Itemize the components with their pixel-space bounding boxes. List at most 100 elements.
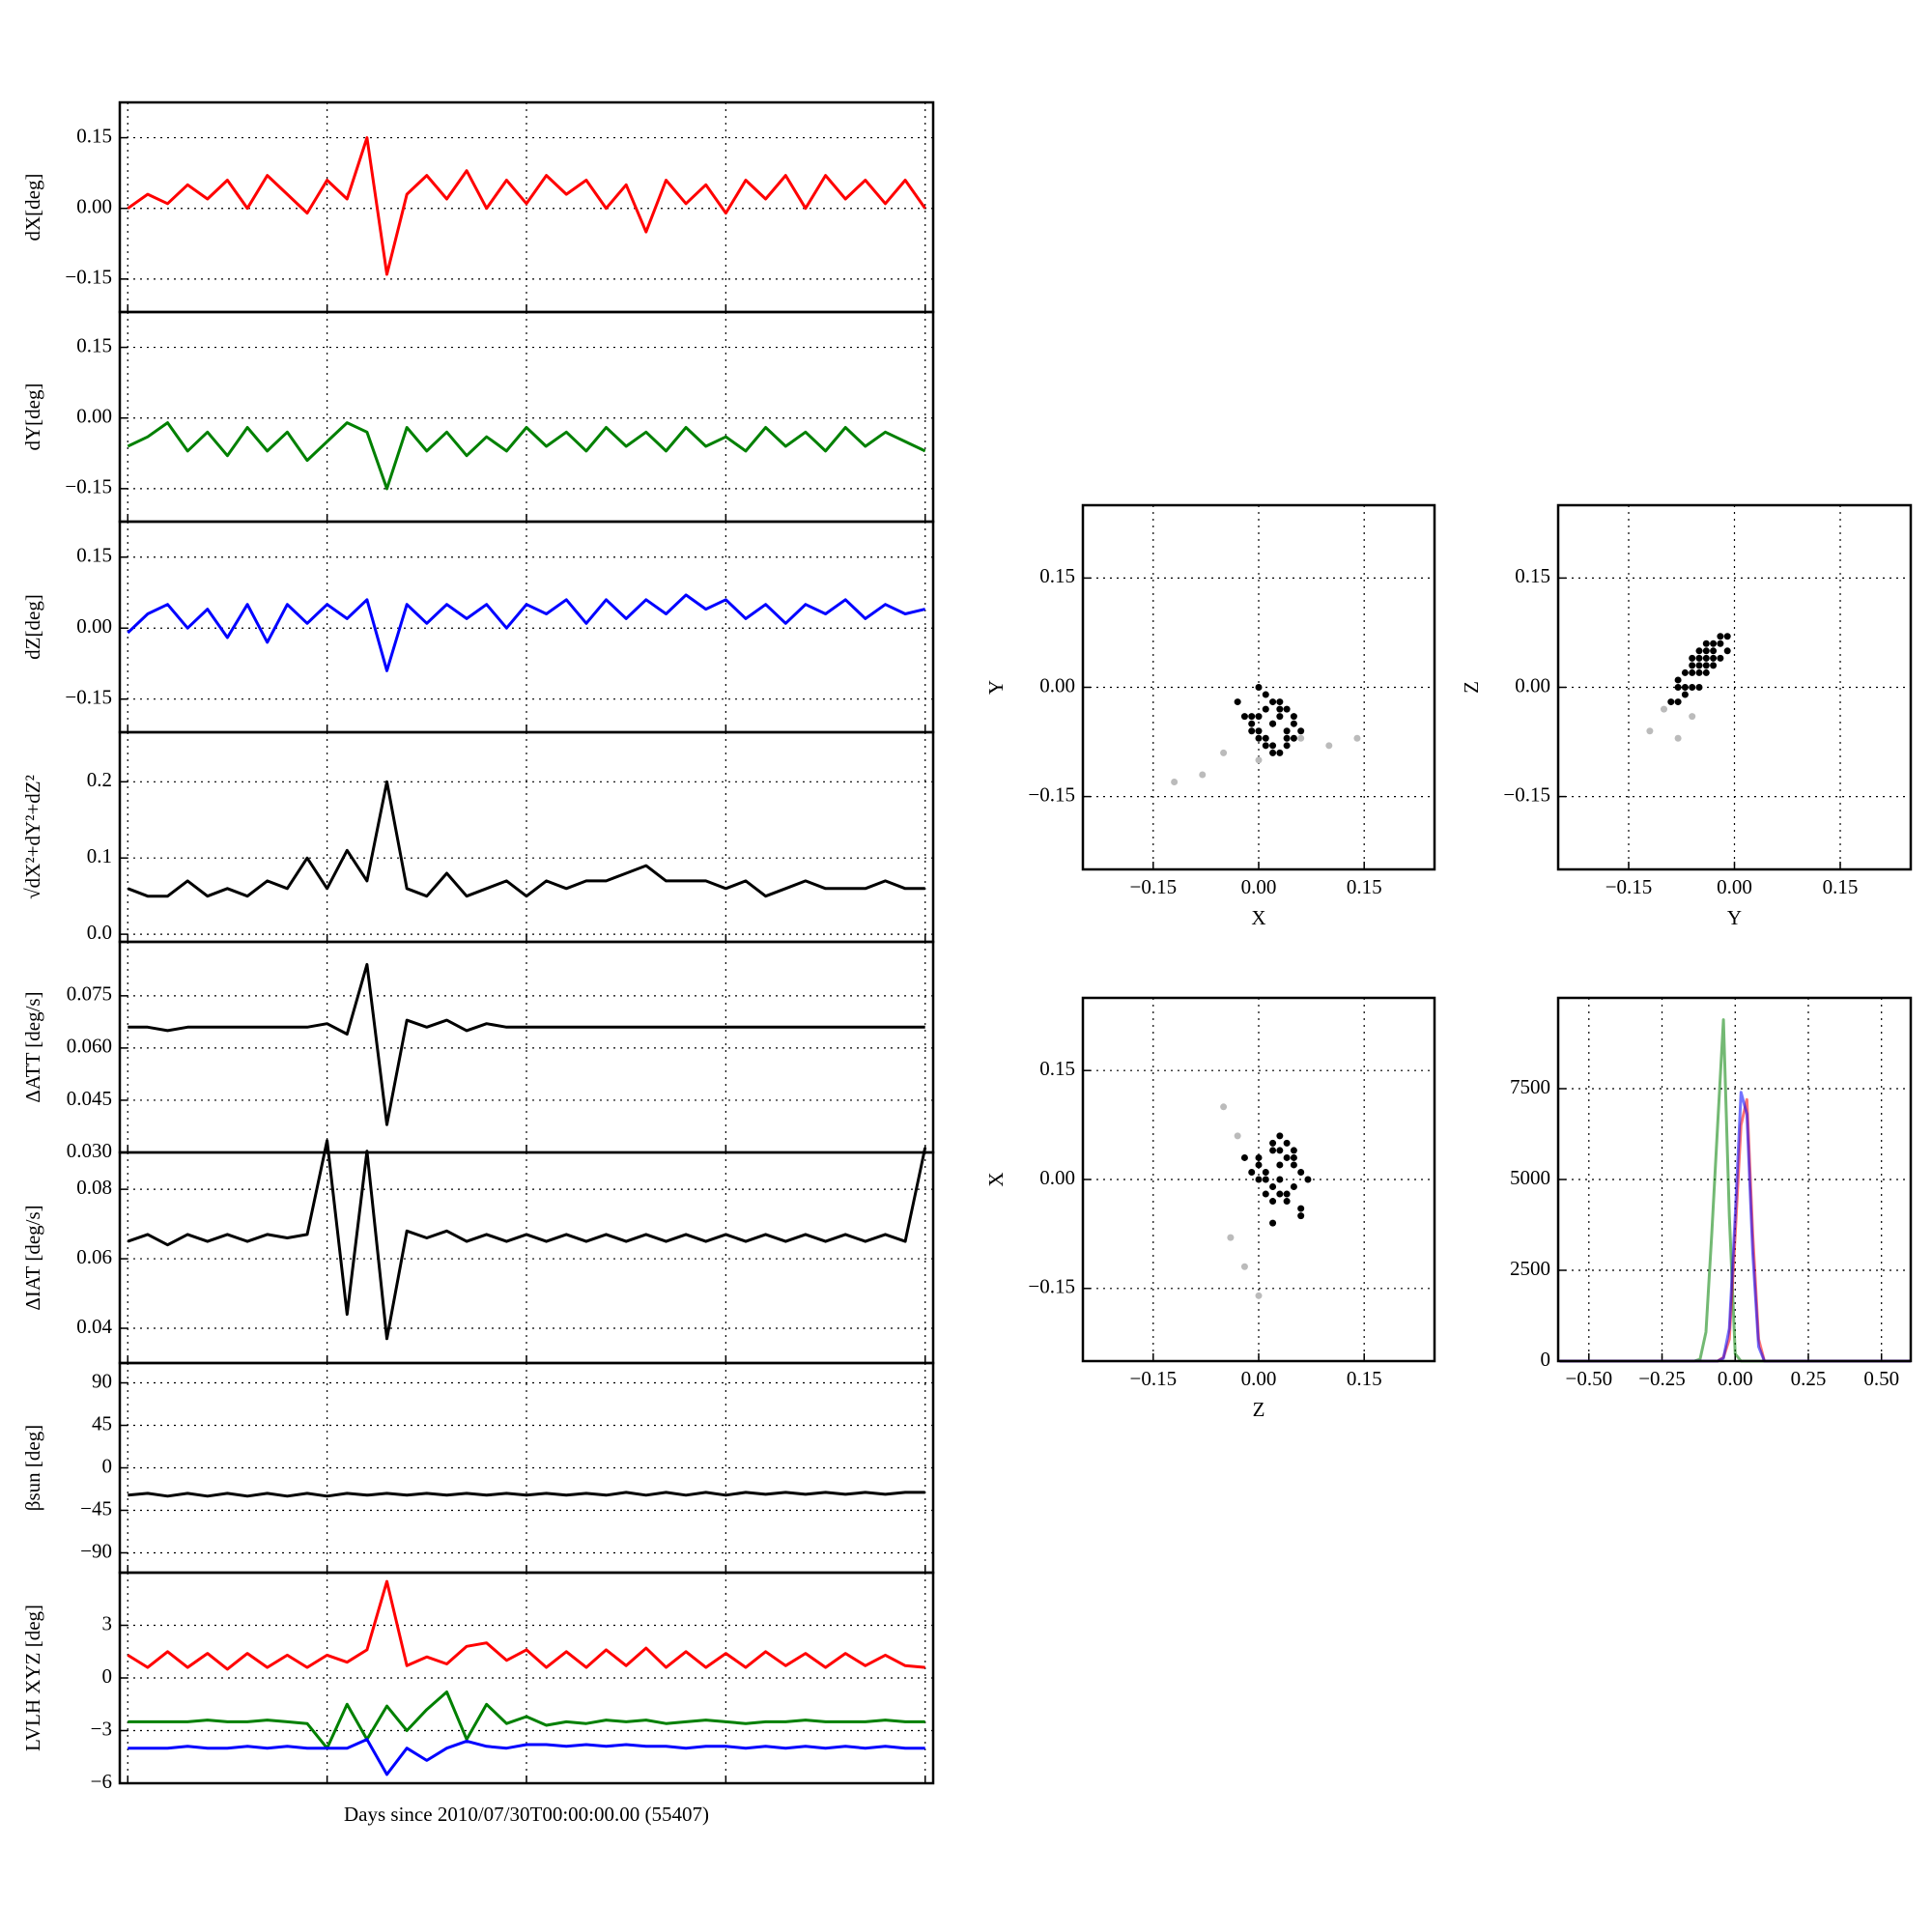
y-axis-label: βsun [deg] <box>21 1425 44 1511</box>
scatter-point <box>1171 779 1179 786</box>
scatter-point <box>1283 705 1291 713</box>
x-tick-label: 0.00 <box>1241 1367 1277 1390</box>
scatter-point <box>1276 1161 1284 1169</box>
y-tick-label: −0.15 <box>1028 1275 1075 1298</box>
axes-frame <box>118 310 935 524</box>
scatter-point <box>1199 771 1207 779</box>
y-tick-label: 0 <box>102 1454 113 1477</box>
y-tick-label: −45 <box>80 1496 112 1520</box>
scatter-point <box>1248 1168 1256 1176</box>
scatter-point <box>1262 705 1269 713</box>
y-tick-label: 0.15 <box>1039 1057 1075 1080</box>
scatter-point <box>1297 727 1305 735</box>
scatter-point <box>1283 1153 1291 1161</box>
y-tick-label: 0.00 <box>76 195 112 218</box>
scatter-point <box>1325 742 1333 750</box>
y-tick-label: 0.0 <box>87 921 112 944</box>
series-line <box>127 1579 925 1671</box>
scatter-point <box>1255 1161 1263 1169</box>
y-tick-label: 0.15 <box>1039 564 1075 587</box>
scatter-point <box>1255 1176 1263 1183</box>
y-tick-label: 0.1 <box>87 844 112 867</box>
scatter-point <box>1269 720 1277 727</box>
scatter-point <box>1276 705 1284 713</box>
y-tick-label: 0.15 <box>1515 564 1550 587</box>
scatter-point <box>1297 1205 1305 1212</box>
y-axis-label: dX[deg] <box>21 174 44 242</box>
scatter-point <box>1269 1139 1277 1147</box>
y-tick-label: −0.15 <box>1503 782 1550 806</box>
y-tick-label: 0.00 <box>1039 1166 1075 1189</box>
y-tick-label: 0.00 <box>1515 673 1550 696</box>
scatter-point <box>1269 698 1277 706</box>
scatter-point <box>1220 749 1228 756</box>
scatter-point <box>1674 684 1682 691</box>
scatter-point <box>1283 1198 1291 1206</box>
scatter-point <box>1702 647 1710 655</box>
y-tick-label: −0.15 <box>65 475 112 498</box>
scatter-point <box>1255 684 1263 691</box>
series-line <box>127 421 926 491</box>
axes-frame <box>118 1571 935 1785</box>
scatter-point <box>1262 1176 1269 1183</box>
y-tick-label: 90 <box>92 1369 112 1392</box>
scatter-point <box>1689 713 1696 721</box>
scatter-point <box>1304 1176 1312 1183</box>
scatter-point <box>1667 698 1675 706</box>
scatter-point <box>1276 713 1284 721</box>
scatter-point <box>1681 691 1689 698</box>
axes-frame <box>118 100 935 314</box>
scatter-point <box>1710 639 1718 647</box>
y-tick-label: −0.15 <box>1028 782 1075 806</box>
y-tick-label: 0.075 <box>67 982 112 1006</box>
scatter-point <box>1262 1190 1269 1198</box>
axes-frame <box>118 1151 935 1365</box>
scatter-point <box>1283 1190 1291 1198</box>
y-tick-label: 0.030 <box>67 1139 112 1162</box>
scatter-point <box>1695 662 1703 669</box>
scatter-point <box>1276 698 1284 706</box>
axes-frame <box>1556 996 1913 1363</box>
scatter-point <box>1262 734 1269 742</box>
scatter-point <box>1290 713 1297 721</box>
y-tick-label: 7500 <box>1510 1075 1550 1098</box>
y-tick-label: 0.15 <box>76 544 112 567</box>
y-axis-label: X <box>984 1172 1008 1186</box>
scatter-point <box>1674 698 1682 706</box>
scatter-point <box>1255 734 1263 742</box>
y-axis-label: LVLH XYZ [deg] <box>21 1605 44 1751</box>
scatter-point <box>1276 1132 1284 1140</box>
series-line <box>127 780 925 898</box>
x-axis-label: X <box>1251 906 1265 929</box>
series-line <box>127 136 926 276</box>
axes-frame <box>118 520 935 734</box>
scatter-point <box>1262 742 1269 750</box>
series-line <box>128 1738 925 1776</box>
scatter-point <box>1255 756 1263 764</box>
axes-frame <box>1081 503 1436 871</box>
scatter-point <box>1255 727 1263 735</box>
axes-frame <box>1556 503 1913 871</box>
scatter-point <box>1353 734 1361 742</box>
scatter-point <box>1297 734 1305 742</box>
y-tick-label: 0.045 <box>67 1087 112 1110</box>
scatter-point <box>1710 647 1718 655</box>
scatter-point <box>1240 1263 1248 1270</box>
scatter-point <box>1689 654 1696 662</box>
scatter-point <box>1269 1147 1277 1154</box>
scatter-point <box>1717 633 1724 640</box>
y-tick-label: 0 <box>1541 1348 1551 1371</box>
y-tick-label: 0.00 <box>1039 673 1075 696</box>
y-axis-label: ΔATT [deg/s] <box>21 991 44 1102</box>
y-tick-label: 45 <box>92 1411 112 1435</box>
scatter-point <box>1248 720 1256 727</box>
scatter-point <box>1227 1234 1235 1241</box>
scatter-point <box>1234 1132 1241 1140</box>
scatter-point <box>1276 749 1284 756</box>
scatter-point <box>1269 1219 1277 1227</box>
y-axis-label: Z <box>1460 681 1483 694</box>
scatter-point <box>1283 1139 1291 1147</box>
y-axis-label: dY[deg] <box>21 384 44 451</box>
axes-frame <box>118 730 935 944</box>
